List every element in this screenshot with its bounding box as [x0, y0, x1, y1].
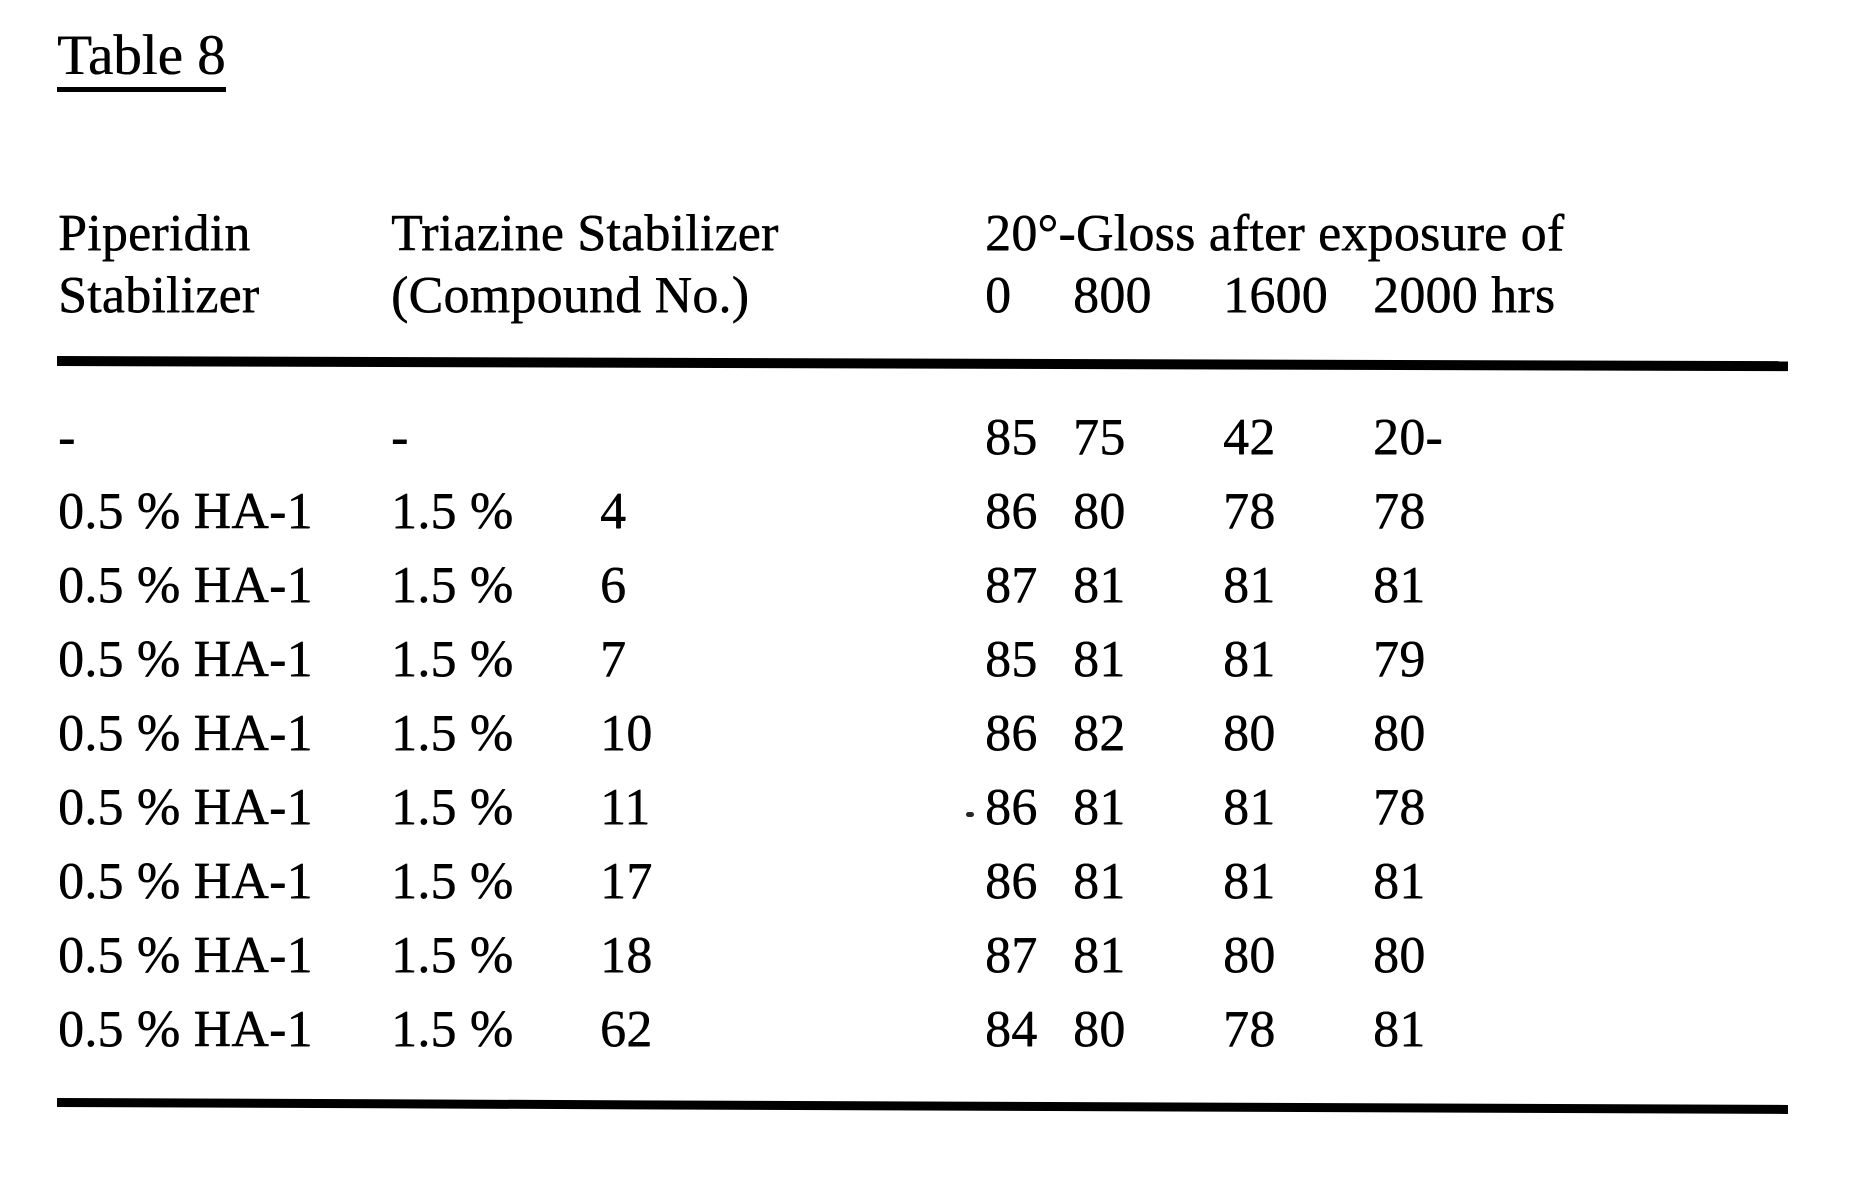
- exposure-tick-2000: 2000 hrs: [1373, 267, 1556, 324]
- cell-gloss-800: 81: [1073, 557, 1126, 614]
- cell-gloss-2000: 80: [1373, 705, 1426, 762]
- cell-compound-no: 10: [600, 705, 653, 762]
- cell-gloss-800: 80: [1073, 483, 1126, 540]
- cell-piperidin: 0.5 % HA-1: [58, 705, 313, 762]
- cell-gloss-800: 81: [1073, 853, 1126, 910]
- cell-compound-no: 11: [600, 779, 651, 836]
- table-header-line2: Stabilizer (Compound No.) 0 800 1600 200…: [0, 259, 1854, 333]
- table-row: 0.5 % HA-1 1.5 % 7 85 81 81 79: [0, 623, 1854, 697]
- cell-gloss-0: 86: [985, 779, 1038, 836]
- cell-gloss-0: 87: [985, 557, 1038, 614]
- cell-compound-no: 7: [600, 631, 627, 688]
- header-triazine-line2: (Compound No.): [391, 267, 750, 324]
- cell-compound-no: 4: [600, 483, 627, 540]
- cell-gloss-1600: 81: [1223, 557, 1276, 614]
- cell-gloss-800: 75: [1073, 409, 1126, 466]
- cell-piperidin: 0.5 % HA-1: [58, 557, 313, 614]
- cell-gloss-2000: 78: [1373, 483, 1426, 540]
- cell-gloss-1600: 42: [1223, 409, 1276, 466]
- cell-gloss-2000: 78: [1373, 779, 1426, 836]
- cell-gloss-800: 81: [1073, 927, 1126, 984]
- cell-gloss-800: 80: [1073, 1001, 1126, 1058]
- table-top-rule: [56, 356, 1789, 372]
- cell-gloss-2000: 81: [1373, 853, 1426, 910]
- cell-gloss-0: 85: [985, 409, 1038, 466]
- table-row: 0.5 % HA-1 1.5 % 17 86 81 81 81: [0, 845, 1854, 919]
- cell-gloss-2000: 81: [1373, 557, 1426, 614]
- cell-gloss-800: 81: [1073, 631, 1126, 688]
- cell-gloss-1600: 81: [1223, 779, 1276, 836]
- cell-triazine-pct: 1.5 %: [391, 705, 514, 762]
- cell-compound-no: 18: [600, 927, 653, 984]
- cell-triazine-pct: 1.5 %: [391, 927, 514, 984]
- cell-gloss-800: 82: [1073, 705, 1126, 762]
- table-row: 0.5 % HA-1 1.5 % 10 86 82 80 80: [0, 697, 1854, 771]
- table-row: 0.5 % HA-1 1.5 % 4 86 80 78 78: [0, 475, 1854, 549]
- cell-gloss-1600: 81: [1223, 853, 1276, 910]
- table-row: - - 85 75 42 20-: [0, 401, 1854, 475]
- cell-gloss-1600: 80: [1223, 705, 1276, 762]
- cell-triazine-pct: 1.5 %: [391, 631, 514, 688]
- cell-triazine-pct: 1.5 %: [391, 557, 514, 614]
- cell-piperidin: 0.5 % HA-1: [58, 483, 313, 540]
- cell-gloss-0: 86: [985, 483, 1038, 540]
- table-row: 0.5 % HA-1 1.5 % 6 87 81 81 81: [0, 549, 1854, 623]
- cell-triazine-pct: 1.5 %: [391, 483, 514, 540]
- table-row: 0.5 % HA-1 1.5 % 11 86 81 81 78: [0, 771, 1854, 845]
- cell-gloss-1600: 78: [1223, 483, 1276, 540]
- cell-piperidin: 0.5 % HA-1: [58, 779, 313, 836]
- table-header-line1: Piperidin Triazine Stabilizer 20°-Gloss …: [0, 197, 1854, 271]
- cell-gloss-2000: 20-: [1373, 409, 1443, 466]
- cell-triazine-pct: 1.5 %: [391, 779, 514, 836]
- cell-triazine-pct: -: [391, 409, 409, 466]
- cell-gloss-800: 81: [1073, 779, 1126, 836]
- cell-gloss-0: 85: [985, 631, 1038, 688]
- cell-triazine-pct: 1.5 %: [391, 853, 514, 910]
- table-row: 0.5 % HA-1 1.5 % 18 87 81 80 80: [0, 919, 1854, 993]
- header-piperidin-line2: Stabilizer: [58, 267, 260, 324]
- cell-gloss-2000: 80: [1373, 927, 1426, 984]
- table-row: 0.5 % HA-1 1.5 % 62 84 80 78 81: [0, 993, 1854, 1067]
- cell-piperidin: 0.5 % HA-1: [58, 631, 313, 688]
- cell-gloss-2000: 79: [1373, 631, 1426, 688]
- scan-speck: [966, 812, 974, 817]
- table-title: Table 8: [57, 26, 226, 92]
- cell-piperidin: 0.5 % HA-1: [58, 853, 313, 910]
- exposure-tick-1600: 1600: [1223, 267, 1328, 324]
- cell-gloss-1600: 81: [1223, 631, 1276, 688]
- cell-compound-no: 62: [600, 1001, 653, 1058]
- cell-gloss-1600: 80: [1223, 927, 1276, 984]
- cell-gloss-0: 86: [985, 853, 1038, 910]
- header-piperidin-line1: Piperidin: [58, 205, 251, 262]
- exposure-tick-800: 800: [1073, 267, 1152, 324]
- header-gloss-title: 20°-Gloss after exposure of: [985, 205, 1565, 262]
- cell-gloss-0: 86: [985, 705, 1038, 762]
- exposure-tick-0: 0: [985, 267, 1012, 324]
- cell-piperidin: -: [58, 409, 76, 466]
- cell-compound-no: 17: [600, 853, 653, 910]
- cell-triazine-pct: 1.5 %: [391, 1001, 514, 1058]
- cell-gloss-2000: 81: [1373, 1001, 1426, 1058]
- cell-gloss-0: 87: [985, 927, 1038, 984]
- table-bottom-rule: [56, 1098, 1789, 1114]
- cell-gloss-0: 84: [985, 1001, 1038, 1058]
- cell-compound-no: 6: [600, 557, 627, 614]
- cell-piperidin: 0.5 % HA-1: [58, 927, 313, 984]
- cell-piperidin: 0.5 % HA-1: [58, 1001, 313, 1058]
- cell-gloss-1600: 78: [1223, 1001, 1276, 1058]
- header-triazine-line1: Triazine Stabilizer: [391, 205, 779, 262]
